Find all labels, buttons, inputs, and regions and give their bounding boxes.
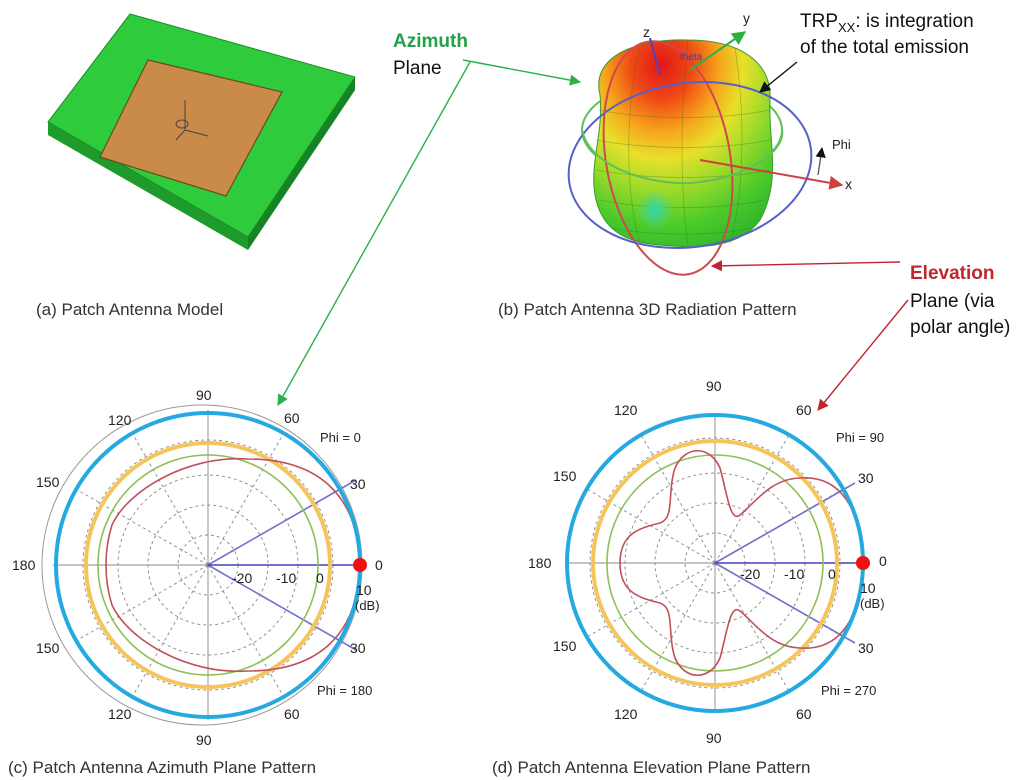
el-angle-90-top: 90 bbox=[706, 378, 722, 394]
azimuth-ring-front bbox=[581, 129, 784, 185]
azimuth-trp-circle bbox=[84, 441, 332, 689]
el-angle-90-bottom: 90 bbox=[706, 730, 722, 746]
trp-subscript: XX bbox=[838, 19, 856, 35]
y-axis-line bbox=[689, 31, 747, 71]
elevation-to-plot-arrow bbox=[817, 299, 909, 411]
el-angle-60-top: 60 bbox=[796, 402, 812, 418]
az-angle-90-top: 90 bbox=[196, 387, 212, 403]
azimuth-phi180-line bbox=[207, 564, 357, 651]
board-side-right bbox=[248, 77, 355, 250]
el-radial-minus20: -20 bbox=[740, 566, 761, 582]
az-angle-60-top: 60 bbox=[284, 410, 300, 426]
elevation-pattern-curve bbox=[619, 450, 864, 676]
z-axis-line bbox=[649, 37, 661, 76]
az-radial-unit: (dB) bbox=[355, 598, 380, 613]
az-angle-150-top: 150 bbox=[36, 474, 60, 490]
az-radial-0: 0 bbox=[316, 570, 324, 586]
az-radial-minus20: -20 bbox=[232, 570, 253, 586]
az-radial-10: 10 bbox=[356, 582, 372, 598]
radiation-lobe bbox=[593, 39, 774, 248]
elevation-phi270-line bbox=[714, 562, 856, 644]
lobe-mesh bbox=[595, 39, 771, 247]
el-angle-120-bottom: 120 bbox=[614, 706, 638, 722]
elevation-pointer-arrow bbox=[710, 260, 901, 272]
az-angle-30-top: 30 bbox=[350, 476, 366, 492]
trp-line1-rest: : is integration bbox=[855, 11, 974, 32]
trp-annotation-line2: of the total emission bbox=[800, 37, 969, 58]
caption-b: (b) Patch Antenna 3D Radiation Pattern bbox=[498, 300, 797, 319]
el-angle-60-bottom: 60 bbox=[796, 706, 812, 722]
feed-symbol bbox=[175, 100, 209, 141]
caption-d: (d) Patch Antenna Elevation Plane Patter… bbox=[492, 758, 811, 777]
azimuth-peak-marker bbox=[353, 558, 367, 572]
azimuth-pattern-curve bbox=[105, 457, 361, 673]
phi-axis-label: Phi bbox=[832, 137, 851, 152]
elevation-annotation-title: Elevation bbox=[910, 263, 995, 284]
el-angle-30-top: 30 bbox=[858, 470, 874, 486]
patch-antenna-model bbox=[47, 13, 356, 250]
elevation-trp-circle bbox=[591, 439, 839, 687]
el-radial-10: 10 bbox=[860, 580, 876, 596]
z-axis-label: z bbox=[643, 24, 650, 40]
azimuth-pointer-arrow bbox=[462, 59, 582, 86]
az-angle-90-bottom: 90 bbox=[196, 732, 212, 748]
azimuth-annotation-title: Azimuth bbox=[393, 31, 468, 52]
az-angle-180: 180 bbox=[12, 557, 36, 573]
el-phi-top-label: Phi = 90 bbox=[836, 430, 885, 445]
az-angle-120-top: 120 bbox=[108, 412, 132, 428]
trp-prefix: TRP bbox=[800, 11, 838, 32]
az-angle-0: 0 bbox=[375, 557, 383, 573]
trp-annotation-line1: TRPXX: is integration bbox=[800, 10, 974, 39]
radiation-pattern-3d bbox=[567, 31, 844, 276]
az-angle-30-bottom: 30 bbox=[350, 640, 366, 656]
phi-arrow bbox=[815, 146, 826, 176]
el-angle-0: 0 bbox=[879, 553, 887, 569]
el-angle-30-bottom: 30 bbox=[858, 640, 874, 656]
el-radial-minus10: -10 bbox=[784, 566, 805, 582]
azimuth-reference-circle bbox=[97, 454, 319, 676]
azimuth-phi0-line bbox=[207, 479, 357, 566]
el-angle-180: 180 bbox=[528, 555, 552, 571]
x-axis-label: x bbox=[845, 176, 852, 192]
theta-ring bbox=[567, 81, 813, 249]
lobe-dimple bbox=[637, 190, 673, 230]
caption-a: (a) Patch Antenna Model bbox=[36, 300, 224, 319]
elevation-polar-plot bbox=[565, 413, 870, 713]
trp-pointer-arrow bbox=[759, 61, 798, 93]
el-phi-bottom-label: Phi = 270 bbox=[821, 683, 877, 698]
el-radial-unit: (dB) bbox=[860, 596, 885, 611]
az-phi-top-label: Phi = 0 bbox=[320, 430, 361, 445]
azimuth-polar-plot bbox=[41, 404, 367, 726]
x-axis-line bbox=[699, 159, 844, 190]
theta-axis-label: theta bbox=[680, 52, 703, 63]
az-angle-60-bottom: 60 bbox=[284, 706, 300, 722]
elevation-reference-circle bbox=[606, 454, 824, 672]
y-axis-label: y bbox=[743, 10, 750, 26]
azimuth-annotation-subtitle: Plane bbox=[393, 58, 442, 79]
elevation-annotation-line3: polar angle) bbox=[910, 317, 1011, 338]
elevation-annotation-line2: Plane (via bbox=[910, 291, 995, 312]
az-angle-150-bottom: 150 bbox=[36, 640, 60, 656]
el-angle-150-bottom: 150 bbox=[553, 638, 577, 654]
caption-c: (c) Patch Antenna Azimuth Plane Pattern bbox=[8, 758, 317, 777]
patch-element bbox=[99, 59, 283, 197]
elevation-phi90-line bbox=[714, 482, 856, 564]
el-radial-0: 0 bbox=[828, 566, 836, 582]
az-radial-minus10: -10 bbox=[276, 570, 297, 586]
board-side bbox=[48, 122, 248, 250]
elevation-peak-marker bbox=[856, 556, 870, 570]
el-angle-120-top: 120 bbox=[614, 402, 638, 418]
el-angle-150-top: 150 bbox=[553, 468, 577, 484]
az-angle-120-bottom: 120 bbox=[108, 706, 132, 722]
azimuth-to-plot-arrow bbox=[277, 61, 471, 406]
az-phi-bottom-label: Phi = 180 bbox=[317, 683, 373, 698]
elevation-ring bbox=[602, 40, 734, 276]
